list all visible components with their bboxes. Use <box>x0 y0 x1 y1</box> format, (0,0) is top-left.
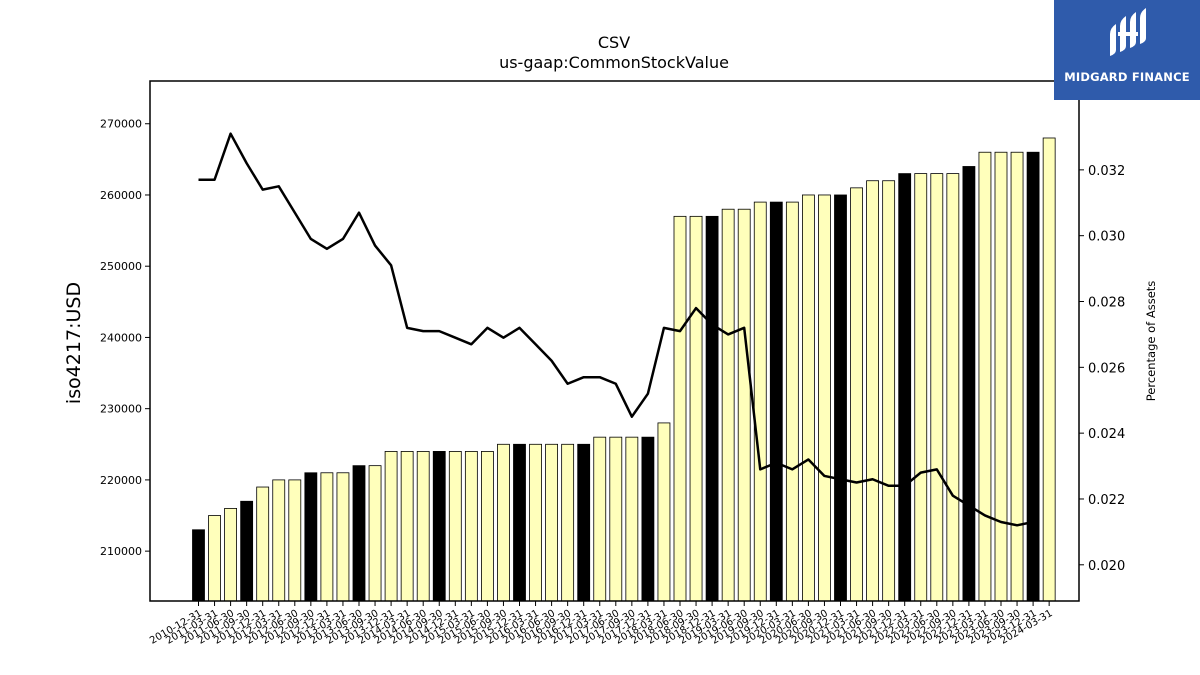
bar <box>1010 151 1024 602</box>
x-axis: 2010-12-312011-03-312011-06-302011-09-30… <box>148 601 1055 647</box>
bar <box>625 436 639 602</box>
y2-tick-label: 0.020 <box>1088 559 1125 574</box>
bar <box>737 208 751 602</box>
bar <box>224 507 238 602</box>
y2-tick-label: 0.032 <box>1088 164 1125 179</box>
bar <box>256 486 270 602</box>
bar <box>834 194 847 602</box>
bar <box>705 215 719 602</box>
bar <box>657 422 671 602</box>
y-tick-label: 210000 <box>100 545 142 558</box>
bar <box>272 479 286 602</box>
y-tick-label: 270000 <box>100 118 142 131</box>
bar <box>593 436 607 602</box>
line-layer <box>198 132 1034 527</box>
bar <box>192 529 205 602</box>
y2-tick-label: 0.026 <box>1088 361 1125 376</box>
y2-tick-label: 0.030 <box>1088 230 1125 245</box>
bar <box>802 194 815 602</box>
bar <box>609 436 623 602</box>
y-tick-label: 240000 <box>100 331 142 344</box>
bar <box>513 443 526 602</box>
bar <box>336 472 350 602</box>
y-tick-label: 250000 <box>100 260 142 273</box>
chart-subtitle: us-gaap:CommonStockValue <box>499 53 729 72</box>
bar <box>448 451 462 602</box>
bar <box>753 201 767 602</box>
bar <box>304 472 318 602</box>
bar <box>785 201 799 602</box>
bar <box>641 436 655 602</box>
bars-group <box>192 137 1056 602</box>
logo-text: MIDGARD FINANCE <box>1064 70 1190 84</box>
bar <box>288 479 302 602</box>
y2-tick-label: 0.022 <box>1088 493 1125 508</box>
bar <box>818 194 831 602</box>
bar <box>464 451 478 602</box>
bar <box>673 215 687 602</box>
bar <box>962 166 976 602</box>
y-tick-label: 260000 <box>100 189 142 202</box>
bar <box>577 443 591 602</box>
y2-axis-label: Percentage of Assets <box>1144 281 1158 402</box>
bar <box>689 215 703 602</box>
bar <box>1026 151 1040 602</box>
y-tick-label: 230000 <box>100 403 142 416</box>
bar <box>384 451 398 602</box>
logo-icon <box>1110 8 1146 56</box>
bar <box>946 173 960 602</box>
y2-tick-label: 0.028 <box>1088 296 1125 311</box>
bar <box>352 465 366 602</box>
bar <box>480 451 494 602</box>
bar <box>240 500 254 602</box>
y-axis-right: 0.020 0.022 0.024 0.026 0.028 0.030 0.032 <box>1079 164 1125 574</box>
bar <box>561 443 575 602</box>
bar <box>721 208 735 602</box>
chart-title: CSV <box>598 33 630 52</box>
y-tick-label: 220000 <box>100 474 142 487</box>
bar <box>320 472 334 602</box>
y2-tick-label: 0.024 <box>1088 427 1125 442</box>
bar <box>208 515 221 602</box>
bar <box>1042 137 1056 602</box>
bar <box>994 151 1008 602</box>
percent-line <box>198 132 1034 527</box>
bar <box>416 451 430 602</box>
bar <box>866 180 879 602</box>
logo-badge: MIDGARD FINANCE <box>1054 0 1200 100</box>
bar <box>545 443 558 602</box>
bar <box>529 443 542 602</box>
bar <box>400 451 414 602</box>
y-axis-left: 210000 220000 230000 240000 250000 260000 2700… <box>100 118 150 558</box>
bar <box>914 173 928 602</box>
bar <box>368 465 382 602</box>
bar <box>497 443 510 602</box>
y-axis-label: iso4217:USD <box>63 282 85 404</box>
bar <box>850 187 863 602</box>
bar <box>432 451 446 602</box>
bar <box>930 173 944 602</box>
bar <box>978 151 992 602</box>
plot-frame <box>149 80 1080 602</box>
bar <box>898 173 912 602</box>
bar <box>882 180 896 602</box>
bar <box>769 201 783 602</box>
